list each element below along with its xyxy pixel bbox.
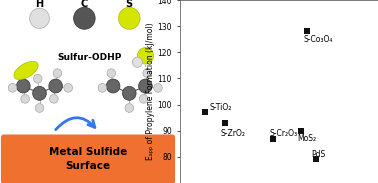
Circle shape	[125, 104, 133, 112]
Circle shape	[154, 83, 162, 92]
Circle shape	[33, 74, 42, 83]
Circle shape	[143, 69, 152, 78]
Circle shape	[139, 94, 148, 103]
Circle shape	[29, 8, 50, 28]
Text: S: S	[126, 0, 133, 9]
Text: S-Cr₂O₃: S-Cr₂O₃	[269, 129, 297, 138]
Text: MoS₂: MoS₂	[297, 134, 317, 143]
Circle shape	[74, 7, 95, 29]
Point	[304, 30, 310, 33]
FancyArrowPatch shape	[56, 118, 95, 130]
Point	[298, 129, 304, 132]
Circle shape	[21, 94, 29, 103]
Circle shape	[35, 104, 44, 112]
Circle shape	[50, 94, 58, 103]
Circle shape	[53, 69, 62, 78]
Text: S-TiO₂: S-TiO₂	[209, 103, 231, 112]
Circle shape	[49, 79, 62, 93]
Text: H: H	[36, 0, 43, 9]
Circle shape	[8, 83, 17, 92]
Circle shape	[118, 7, 140, 29]
Point	[222, 121, 228, 124]
Text: Sulfur-ODHP: Sulfur-ODHP	[57, 53, 122, 62]
Text: C: C	[81, 0, 88, 9]
Circle shape	[107, 69, 116, 78]
Circle shape	[132, 57, 143, 67]
Circle shape	[122, 86, 136, 100]
Text: Metal Sulfide
Surface: Metal Sulfide Surface	[49, 147, 127, 171]
Circle shape	[64, 83, 73, 92]
Text: S-ZrO₂: S-ZrO₂	[221, 129, 246, 138]
Circle shape	[106, 79, 120, 93]
Y-axis label: Eₐₚₚ of Propylene Formation (kJ/mol): Eₐₚₚ of Propylene Formation (kJ/mol)	[146, 23, 155, 160]
Point	[202, 111, 208, 114]
Circle shape	[17, 69, 26, 78]
Text: PdS: PdS	[312, 150, 326, 159]
FancyBboxPatch shape	[1, 135, 175, 183]
Point	[313, 158, 319, 161]
Text: S-Co₃O₄: S-Co₃O₄	[303, 35, 333, 44]
Circle shape	[17, 79, 30, 93]
Circle shape	[33, 86, 46, 100]
Circle shape	[137, 48, 153, 64]
Circle shape	[139, 79, 152, 93]
Point	[270, 137, 276, 140]
Circle shape	[98, 83, 107, 92]
Ellipse shape	[14, 61, 38, 80]
